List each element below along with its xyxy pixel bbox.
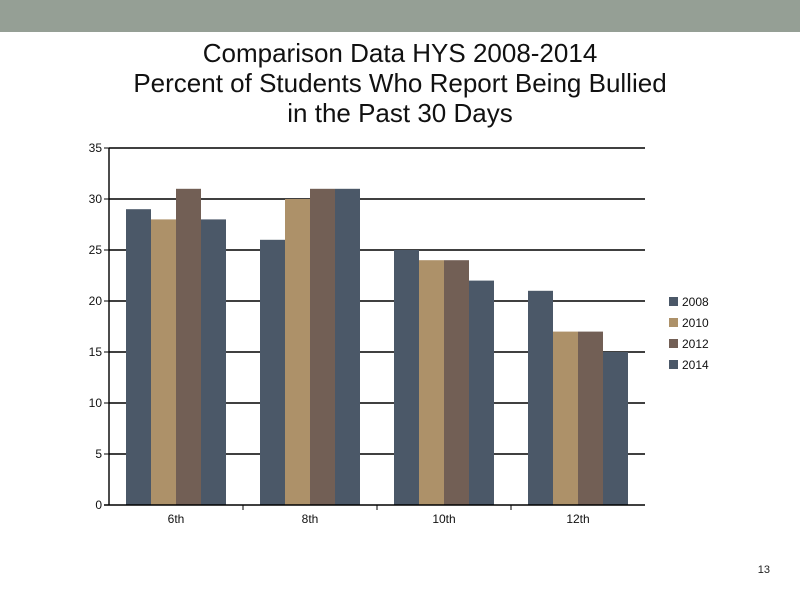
legend-label-2008: 2008 [682,295,709,309]
bar-8th-2012 [310,188,335,506]
bar-6th-2012 [176,188,201,506]
bar-6th-2008 [126,209,151,505]
x-tick-label-6th: 6th [168,512,185,526]
y-tick-label-35: 35 [89,141,103,155]
y-tick-label-30: 30 [89,192,103,206]
chart-title-line-1: Comparison Data HYS 2008-2014 [202,38,598,68]
bar-10th-2010 [419,260,444,505]
y-tick-label-20: 20 [89,294,103,308]
legend-swatch-2008 [669,297,678,306]
legend-label-2010: 2010 [682,316,709,330]
chart-title: Comparison Data HYS 2008-2014 Percent of… [0,38,800,128]
x-axis-ticks: 6th 8th 10th 12th [168,505,590,526]
bar-10th-2008 [394,250,419,505]
legend-swatch-2012 [669,339,678,348]
legend-swatch-2014 [669,360,678,369]
bars [126,188,628,506]
y-tick-label-10: 10 [89,396,103,410]
chart-title-line-3: in the Past 30 Days [287,98,513,128]
axes [104,148,645,506]
bar-12th-2014 [603,352,628,505]
bar-8th-2014 [335,188,360,506]
chart-title-line-2: Percent of Students Who Report Being Bul… [133,68,667,98]
x-tick-label-12th: 12th [566,512,589,526]
bar-12th-2010 [553,331,578,505]
y-tick-label-0: 0 [95,498,102,512]
bar-6th-2014 [201,219,226,505]
bar-10th-2012 [444,260,469,505]
slide-number: 13 [757,564,770,576]
y-tick-label-25: 25 [89,243,103,257]
bar-10th-2014 [469,280,494,505]
bar-8th-2010 [285,199,310,505]
bar-12th-2012 [578,331,603,505]
top-banner [0,0,800,32]
x-tick-label-8th: 8th [302,512,319,526]
bar-12th-2008 [528,290,553,505]
y-axis-ticks: 0 5 10 15 20 25 30 35 [89,141,109,512]
y-tick-label-5: 5 [95,447,102,461]
bar-6th-2010 [151,219,176,505]
legend-label-2014: 2014 [682,358,709,372]
legend-label-2012: 2012 [682,337,709,351]
bar-8th-2008 [260,239,285,506]
legend-swatch-2010 [669,318,678,327]
y-tick-label-15: 15 [89,345,103,359]
x-tick-label-10th: 10th [432,512,455,526]
legend: 2008 2010 2012 2014 [669,295,709,372]
